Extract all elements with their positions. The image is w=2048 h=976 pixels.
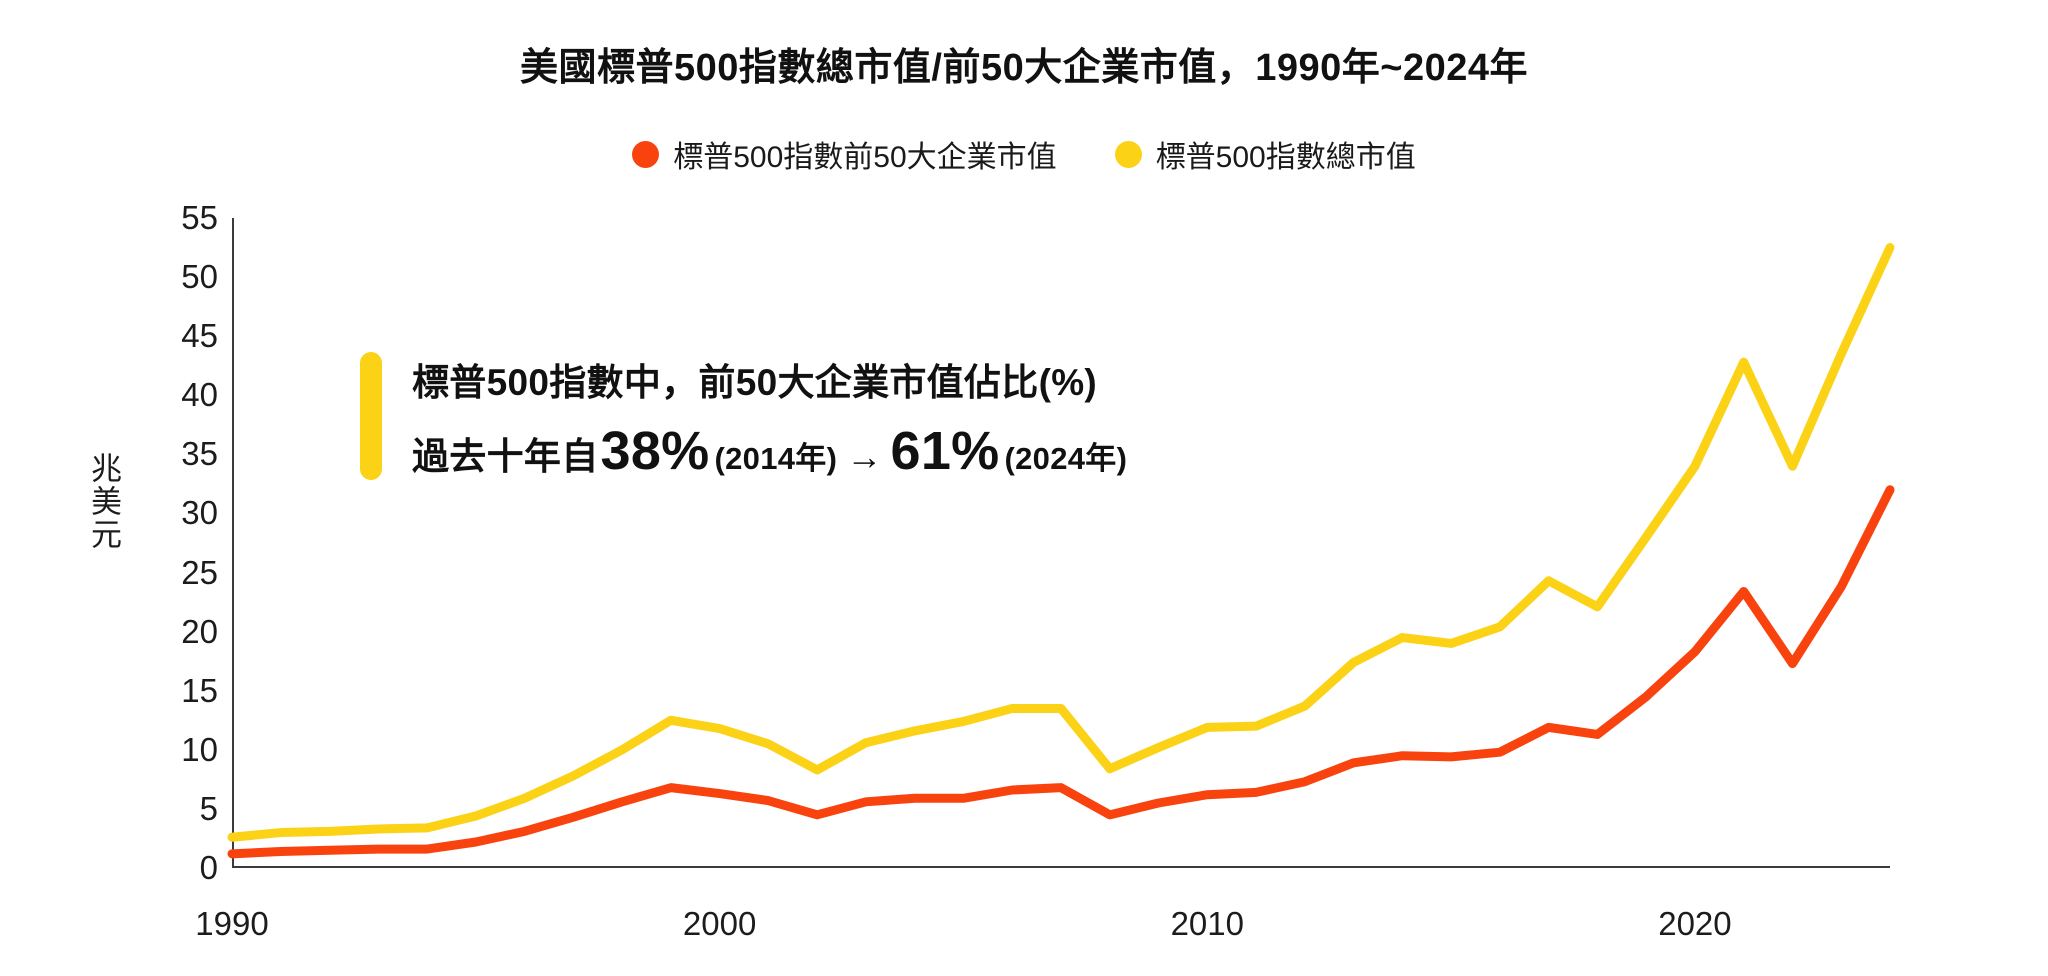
- chart-series-line: [227, 485, 1895, 859]
- arrow-right-icon: →: [846, 436, 883, 477]
- y-axis-tick-label: 20: [181, 612, 218, 650]
- y-axis-tick-label: 55: [181, 199, 218, 236]
- annotation-value-2024: 61%: [890, 421, 1000, 481]
- page-title: 美國標普500指數總市值/前50大企業市值，1990年~2024年: [520, 47, 1528, 89]
- annotation-accent-bar: [360, 352, 382, 480]
- annotation-line-2: 過去十年自 38% (2014年) → 61% (2024年): [412, 424, 1130, 480]
- x-axis-tick-label: 2020: [1658, 905, 1732, 942]
- legend-item-total: 標普500指數總市值: [1114, 132, 1416, 176]
- x-axis-tick-label: 2010: [1170, 905, 1244, 942]
- y-axis-tick-label: 25: [181, 553, 218, 591]
- annotation-prefix: 過去十年自: [412, 436, 599, 477]
- annotation-year-2024: (2024年): [1004, 441, 1128, 476]
- annotation-callout: 標普500指數中，前50大企業市值佔比(%) 過去十年自 38% (2014年)…: [360, 352, 1130, 480]
- y-axis-tick-label: 40: [181, 376, 218, 414]
- annotation-value-2014: 38%: [600, 421, 710, 481]
- annotation-line-1: 標普500指數中，前50大企業市值佔比(%): [412, 362, 1098, 403]
- y-axis-tick-label: 30: [181, 494, 218, 532]
- chart-legend: 標普500指數前50大企業市值 標普500指數總市值: [0, 132, 2048, 176]
- y-axis-tick-label: 5: [199, 789, 218, 827]
- legend-label-top50: 標普500指數前50大企業市值: [673, 141, 1057, 174]
- chart-lines: [227, 243, 1895, 859]
- x-axis-ticks: 1990 2000 2010 2020: [195, 905, 1890, 955]
- y-axis-title: 兆美元: [86, 452, 121, 551]
- legend-item-top50: 標普500指數前50大企業市值: [632, 132, 1057, 176]
- circle-marker-icon: [632, 140, 660, 168]
- annotation-year-2014: (2014年): [714, 441, 838, 476]
- y-axis-tick-label: 50: [181, 258, 218, 296]
- y-axis-ticks: 55 50 45 40 35 30 25 20 15 10 5 0: [150, 199, 218, 886]
- plot-area: [232, 218, 1890, 868]
- y-axis-tick-label: 45: [181, 317, 218, 355]
- x-axis-line: [232, 866, 1890, 868]
- x-axis-tick-label: 1990: [195, 905, 269, 942]
- chart-series-line: [227, 243, 1895, 842]
- y-axis-tick-label: 10: [181, 730, 218, 768]
- annotation-text: 標普500指數中，前50大企業市值佔比(%) 過去十年自 38% (2014年)…: [412, 352, 1130, 480]
- legend-label-total: 標普500指數總市值: [1155, 141, 1416, 174]
- y-axis-tick-label: 0: [199, 849, 218, 886]
- y-axis-tick-label: 15: [181, 671, 218, 709]
- y-axis-line: [232, 218, 234, 868]
- x-axis-tick-label: 2000: [682, 905, 757, 942]
- y-axis-tick-label: 35: [181, 435, 218, 473]
- circle-marker-icon: [1114, 140, 1142, 168]
